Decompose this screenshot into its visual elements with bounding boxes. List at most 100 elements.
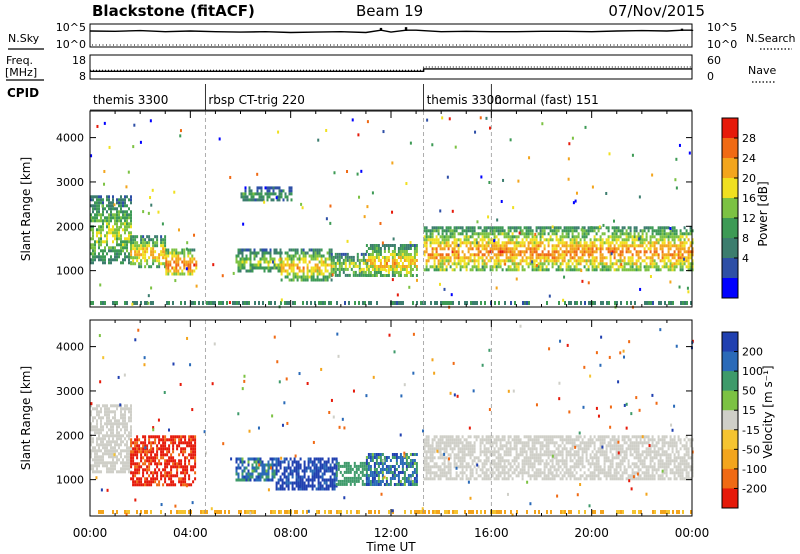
velocity-echo-cell: [122, 413, 124, 417]
velocity-echo-cell: [395, 468, 398, 471]
velocity-echo-cell: [140, 441, 143, 445]
power-echo-cell: [101, 204, 104, 208]
power-echo-cell: [477, 235, 480, 239]
power-echo-cell: [294, 275, 297, 279]
power-echo-cell: [302, 275, 305, 279]
power-echo-cell: [369, 262, 372, 265]
power-echo-cell: [350, 261, 353, 265]
power-echo-cell: [162, 256, 165, 260]
power-echo-cell: [277, 266, 280, 270]
power-echo-cell: [651, 232, 654, 236]
power-echo-cell: [635, 238, 638, 242]
power-echo-cell: [220, 301, 222, 305]
power-echo-cell: [122, 258, 124, 262]
velocity-echo-cell: [487, 441, 490, 445]
power-echo-cell: [371, 274, 374, 277]
power-echo-cell: [273, 251, 276, 255]
velocity-echo-cell: [160, 450, 163, 454]
velocity-echo-cell: [355, 479, 358, 483]
power-echo-cell: [239, 248, 242, 252]
velocity-echo-cell: [381, 477, 384, 480]
velocity-echo-cell: [431, 471, 434, 475]
power-echo-cell: [248, 192, 251, 196]
power-echo-cell: [569, 268, 572, 272]
velocity-echo-cell: [92, 440, 94, 444]
power-echo-cell: [567, 259, 570, 263]
power-echo-cell: [348, 273, 351, 277]
power-echo-cell: [687, 268, 690, 272]
power-echo-cell: [165, 251, 168, 255]
power-echo-cell: [493, 265, 496, 269]
power-echo-cell: [518, 231, 521, 235]
power-echo-cell: [122, 243, 124, 247]
power-echo-cell: [455, 229, 458, 233]
velocity-echo-cell: [297, 460, 300, 464]
velocity-echo-cell: [170, 441, 173, 445]
power-echo-cell: [108, 228, 110, 232]
velocity-echo-cell: [178, 480, 181, 484]
power-echo-cell: [653, 244, 656, 248]
power-echo-cell: [240, 192, 243, 196]
power-echo-cell: [165, 263, 168, 267]
power-echo-cell: [535, 238, 538, 242]
power-echo-cell: [673, 235, 676, 239]
nsky-left-tick-bottom: 10^0: [56, 38, 86, 51]
velocity-echo-cell: [150, 447, 153, 451]
power-echo-cell: [136, 247, 139, 251]
power-echo-cell: [407, 265, 410, 268]
power-echo-cell: [282, 269, 285, 273]
power-echo-cell: [547, 268, 550, 272]
velocity-echo-cell: [297, 478, 300, 482]
power-echo-cell: [563, 235, 566, 239]
power-echo-cell: [104, 246, 106, 250]
power-echo-cell: [525, 256, 528, 260]
velocity-echo-cell: [387, 465, 390, 468]
power-echo-cell: [359, 269, 362, 273]
velocity-echo-cell: [194, 465, 197, 469]
power-echo-cell: [342, 267, 345, 271]
velocity-echo-cell: [411, 471, 414, 474]
power-echo-cell: [356, 255, 359, 259]
velocity-echo-cell: [407, 480, 410, 483]
velocity-echo-cell: [405, 468, 408, 471]
power-echo-cell: [571, 250, 574, 254]
velocity-echo-cell: [120, 440, 122, 444]
velocity-echo-cell: [275, 463, 278, 467]
velocity-echo-cell: [120, 461, 122, 465]
velocity-echo-cell: [269, 463, 272, 467]
velocity-echo-cell: [343, 464, 346, 468]
velocity-echo-cell: [94, 455, 96, 459]
power-echo-cell: [144, 253, 147, 257]
power-echo-cell: [114, 255, 116, 259]
power-echo-cell: [292, 260, 295, 264]
power-echo-cell: [633, 262, 636, 266]
power-echo-cell: [469, 256, 472, 260]
power-echo-cell: [140, 235, 143, 239]
velocity-echo-cell: [465, 477, 468, 481]
velocity-echo-cell: [405, 465, 408, 468]
velocity-echo-cell: [505, 459, 508, 463]
power-echo-cell: [90, 301, 92, 305]
power-echo-cell: [443, 241, 446, 245]
power-echo-cell: [647, 256, 650, 260]
power-echo-cell: [643, 229, 646, 233]
power-echo-cell: [288, 189, 291, 193]
velocity-echo-cell: [122, 407, 124, 411]
velocity-echo-cell: [134, 465, 137, 469]
power-echo-cell: [423, 250, 426, 254]
power-echo-cell: [397, 256, 400, 259]
power-echo-cell: [395, 265, 398, 268]
power-echo-cell: [268, 195, 271, 199]
velocity-echo-cell: [156, 456, 159, 460]
power-echo-cell: [689, 244, 692, 248]
velocity-echo-cell: [479, 444, 482, 448]
velocity-echo-cell: [287, 481, 290, 485]
power-echo-cell: [98, 213, 100, 217]
power-echo-cell: [237, 266, 240, 270]
power-echo-cell: [505, 232, 508, 236]
velocity-echo-cell: [90, 467, 92, 471]
power-echo-cell: [381, 241, 384, 245]
power-echo-cell: [391, 262, 394, 265]
power-echo-cell: [613, 250, 616, 254]
power-echo-cell: [553, 256, 556, 260]
